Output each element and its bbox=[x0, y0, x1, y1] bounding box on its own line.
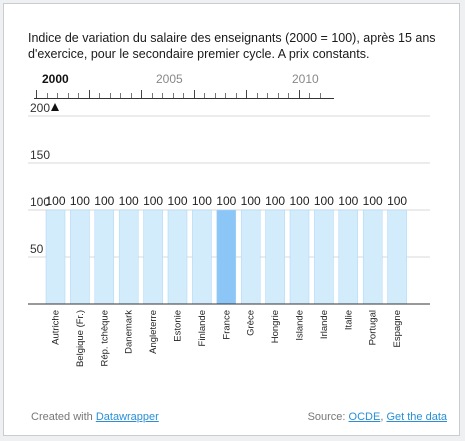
x-category-label: Hongrie bbox=[270, 310, 281, 343]
chart-frame: Indice de variation du salaire des ensei… bbox=[3, 3, 460, 436]
bar-value-label: 100 bbox=[338, 194, 358, 208]
timeline-tick bbox=[235, 93, 237, 98]
x-category-label: Grèce bbox=[246, 310, 257, 336]
bar-10 bbox=[289, 209, 310, 305]
timeline-tick bbox=[99, 93, 100, 98]
x-category-label: Irlande bbox=[319, 310, 330, 339]
x-category-label: France bbox=[221, 310, 232, 340]
bar-chart: 50 100 150 200 100 Autriche 100 Belgique (Fr.) 1… bbox=[28, 101, 430, 367]
timeline-label-2005[interactable]: 2005 bbox=[156, 72, 183, 86]
x-category-label: Portugal bbox=[368, 310, 379, 345]
timeline-tick bbox=[277, 93, 279, 98]
x-category-label: Espagne bbox=[392, 310, 403, 348]
timeline-tick bbox=[78, 93, 79, 98]
timeline-tick bbox=[141, 90, 142, 98]
datawrapper-link[interactable]: Datawrapper bbox=[95, 411, 159, 423]
timeline-tick bbox=[267, 93, 268, 98]
footer-source: Source: OCDE, Get the data bbox=[308, 411, 447, 423]
y-tick-label: 150 bbox=[30, 148, 50, 162]
footer-created-with: Created with bbox=[31, 411, 93, 423]
bar-5 bbox=[167, 209, 188, 305]
bar-1 bbox=[70, 209, 90, 305]
x-category-label: Autriche bbox=[51, 310, 62, 345]
bar-value-label: 100 bbox=[119, 194, 139, 208]
bar-9 bbox=[265, 209, 285, 305]
bar-7 bbox=[216, 209, 237, 305]
bar-value-label: 100 bbox=[387, 194, 407, 208]
footer-credit: Created with Datawrapper bbox=[31, 411, 159, 423]
timeline-tick bbox=[67, 93, 69, 98]
year-timeline-slider[interactable]: 2000 2005 2010 bbox=[34, 70, 339, 116]
bar-value-label: 100 bbox=[192, 194, 212, 208]
bar-value-label: 100 bbox=[143, 194, 163, 208]
y-tick-label: 200 bbox=[30, 101, 50, 115]
x-category-label: Angleterre bbox=[148, 310, 159, 354]
source-ocde-link[interactable]: OCDE bbox=[348, 411, 381, 423]
bar-value-label: 100 bbox=[45, 194, 65, 208]
bar-6 bbox=[192, 209, 212, 305]
timeline-tick bbox=[319, 93, 321, 98]
x-category-label: Islande bbox=[295, 310, 306, 341]
x-category-label: Rép. tchèque bbox=[99, 310, 110, 367]
footer-source-label: Source: bbox=[307, 411, 346, 423]
timeline-tick bbox=[46, 93, 48, 98]
bar-value-label: 100 bbox=[265, 194, 285, 208]
timeline-tick bbox=[309, 93, 310, 98]
timeline-tick bbox=[288, 93, 289, 98]
bar-4 bbox=[143, 209, 163, 305]
timeline-tick bbox=[193, 90, 195, 98]
timeline-tick bbox=[88, 90, 90, 98]
bar-value-label: 100 bbox=[289, 194, 309, 208]
bar-value-label: 100 bbox=[70, 194, 90, 208]
x-category-label: Belgique (Fr.) bbox=[75, 310, 86, 367]
x-category-label: Danemark bbox=[124, 310, 135, 354]
timeline-axis bbox=[34, 98, 334, 99]
timeline-tick bbox=[162, 93, 163, 98]
bar-11 bbox=[314, 209, 334, 305]
timeline-tick bbox=[130, 93, 132, 98]
timeline-tick bbox=[256, 93, 258, 98]
y-tick-label: 100 bbox=[30, 195, 50, 209]
bar-8 bbox=[240, 209, 261, 305]
bar-value-label: 100 bbox=[216, 194, 236, 208]
y-tick-label: 50 bbox=[30, 242, 44, 256]
timeline-tick bbox=[36, 90, 37, 98]
bar-value-label: 100 bbox=[241, 194, 261, 208]
timeline-tick bbox=[183, 93, 184, 98]
bar-value-label: 100 bbox=[363, 194, 383, 208]
bar-0 bbox=[45, 209, 66, 305]
timeline-tick bbox=[151, 93, 153, 98]
bar-14 bbox=[387, 209, 407, 305]
timeline-tick bbox=[57, 93, 58, 98]
timeline-tick bbox=[298, 90, 300, 98]
timeline-tick bbox=[204, 93, 205, 98]
x-category-label: Estonie bbox=[173, 310, 184, 342]
bar-2 bbox=[94, 209, 115, 305]
chart-title: Indice de variation du salaire des ensei… bbox=[28, 31, 436, 61]
footer-separator: , bbox=[380, 411, 384, 423]
timeline-tick bbox=[225, 93, 226, 98]
get-the-data-link[interactable]: Get the data bbox=[386, 411, 447, 423]
timeline-label-2000[interactable]: 2000 bbox=[42, 72, 69, 86]
bar-value-label: 100 bbox=[94, 194, 114, 208]
bar-12 bbox=[338, 209, 359, 305]
timeline-tick bbox=[120, 93, 121, 98]
timeline-tick bbox=[214, 93, 216, 98]
x-category-label: Italie bbox=[343, 310, 354, 330]
bar-3 bbox=[118, 209, 139, 305]
timeline-label-2010[interactable]: 2010 bbox=[292, 72, 319, 86]
timeline-tick bbox=[172, 93, 174, 98]
bar-value-label: 100 bbox=[314, 194, 334, 208]
bar-value-label: 100 bbox=[167, 194, 187, 208]
timeline-tick bbox=[246, 90, 247, 98]
x-category-label: Finlande bbox=[197, 310, 208, 346]
bar-13 bbox=[362, 209, 383, 305]
timeline-position-marker[interactable] bbox=[51, 103, 59, 111]
timeline-tick bbox=[109, 93, 111, 98]
